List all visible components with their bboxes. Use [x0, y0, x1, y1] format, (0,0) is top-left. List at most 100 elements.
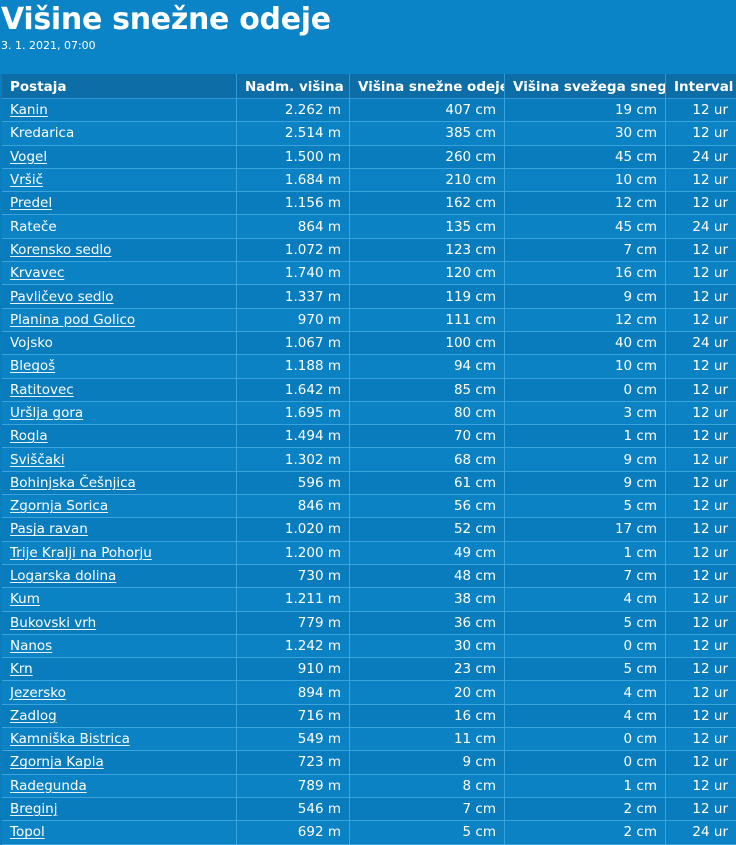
fresh-snow-cell: 3 cm	[505, 401, 666, 426]
station-link[interactable]: Rogla	[10, 428, 48, 445]
table-row: Zadlog 716 m 16 cm 4 cm 12 ur	[2, 704, 736, 729]
station-cell: Zgornja Sorica	[2, 495, 237, 519]
fresh-snow-cell: 0 cm	[505, 378, 666, 402]
table-row: Kredarica 2.514 m 385 cm 30 cm 12 ur	[2, 122, 736, 146]
snow-depth-cell: 70 cm	[350, 425, 505, 449]
altitude-cell: 1.337 m	[237, 285, 350, 309]
station-cell: Nanos	[2, 634, 237, 659]
station-link[interactable]: Nanos	[10, 637, 53, 654]
altitude-cell: 1.156 m	[237, 192, 350, 216]
table-row: Pasja ravan 1.020 m 52 cm 17 cm 12 ur	[2, 518, 736, 542]
table-header-row: Postaja Nadm. višina Višina snežne odeje…	[2, 74, 736, 99]
interval-cell: 12 ur	[666, 774, 736, 798]
station-link[interactable]: Topol	[10, 824, 45, 841]
altitude-cell: 910 m	[237, 658, 350, 682]
table-row: Kanin 2.262 m 407 cm 19 cm 12 ur	[2, 99, 736, 123]
station-link[interactable]: Pasja ravan	[10, 521, 88, 538]
station-link[interactable]: Krn	[10, 661, 33, 678]
station-link[interactable]: Uršlja gora	[10, 405, 84, 421]
snow-depth-cell: 61 cm	[350, 471, 505, 496]
fresh-snow-cell: 40 cm	[505, 331, 666, 356]
snow-depth-cell: 49 cm	[350, 541, 505, 565]
station-cell: Rogla	[2, 425, 237, 449]
station-link[interactable]: Zgornja Kapla	[10, 754, 104, 771]
snow-depth-cell: 80 cm	[350, 401, 505, 426]
station-name: Rateče	[10, 218, 57, 235]
station-cell: Krvavec	[2, 262, 237, 286]
altitude-cell: 1.500 m	[237, 145, 350, 169]
column-header-altitude: Nadm. višina	[237, 74, 350, 99]
station-cell: Pavličevo sedlo	[2, 285, 237, 309]
altitude-cell: 1.072 m	[237, 238, 350, 263]
snow-depth-cell: 20 cm	[350, 681, 505, 705]
station-link[interactable]: Bukovski vrh	[10, 614, 97, 631]
altitude-cell: 970 m	[237, 308, 350, 332]
station-link[interactable]: Pavličevo sedlo	[10, 288, 114, 305]
snow-depth-cell: 9 cm	[350, 751, 505, 775]
station-link[interactable]: Ratitovec	[10, 381, 74, 398]
altitude-cell: 546 m	[237, 797, 350, 822]
station-link[interactable]: Sviščaki	[10, 451, 65, 468]
page-header: Višine snežne odeje 3. 1. 2021, 07:00	[0, 0, 736, 74]
station-link[interactable]: Kamniška Bistrica	[10, 731, 130, 748]
table-row: Blegoš 1.188 m 94 cm 10 cm 12 ur	[2, 355, 736, 379]
fresh-snow-cell: 16 cm	[505, 262, 666, 286]
altitude-cell: 1.188 m	[237, 355, 350, 379]
station-cell: Korensko sedlo	[2, 238, 237, 263]
station-cell: Jezersko	[2, 681, 237, 705]
interval-cell: 12 ur	[666, 285, 736, 309]
snow-depth-cell: 210 cm	[350, 168, 505, 193]
station-link[interactable]: Jezersko	[10, 684, 66, 701]
station-link[interactable]: Blegoš	[10, 358, 56, 375]
interval-cell: 12 ur	[666, 448, 736, 472]
station-link[interactable]: Vogel	[10, 148, 48, 165]
station-link[interactable]: Korensko sedlo	[10, 241, 112, 258]
station-link[interactable]: Predel	[10, 195, 53, 212]
station-link[interactable]: Logarska dolina	[10, 568, 117, 585]
fresh-snow-cell: 5 cm	[505, 611, 666, 635]
station-link[interactable]: Kanin	[10, 102, 48, 119]
fresh-snow-cell: 45 cm	[505, 215, 666, 239]
station-cell: Blegoš	[2, 355, 237, 379]
station-link[interactable]: Kum	[10, 591, 40, 608]
altitude-cell: 549 m	[237, 728, 350, 752]
snow-depth-cell: 135 cm	[350, 215, 505, 239]
station-link[interactable]: Planina pod Golico	[10, 311, 136, 328]
interval-cell: 12 ur	[666, 751, 736, 775]
station-cell: Krn	[2, 658, 237, 682]
fresh-snow-cell: 9 cm	[505, 285, 666, 309]
station-link[interactable]: Zgornja Sorica	[10, 498, 109, 515]
table-row: Sviščaki 1.302 m 68 cm 9 cm 12 ur	[2, 448, 736, 472]
station-cell: Uršlja gora	[2, 401, 237, 426]
table-row: Kum 1.211 m 38 cm 4 cm 12 ur	[2, 588, 736, 612]
interval-cell: 12 ur	[666, 495, 736, 519]
column-header-snow-depth: Višina snežne odeje	[350, 74, 505, 99]
column-header-interval: Interval	[666, 74, 736, 99]
snow-depth-cell: 85 cm	[350, 378, 505, 402]
station-link[interactable]: Trije Kralji na Pohorju	[10, 544, 152, 561]
interval-cell: 12 ur	[666, 99, 736, 123]
station-cell: Vršič	[2, 168, 237, 193]
station-link[interactable]: Zadlog	[10, 707, 57, 724]
fresh-snow-cell: 30 cm	[505, 122, 666, 146]
snow-depth-cell: 23 cm	[350, 658, 505, 682]
station-cell: Breginj	[2, 797, 237, 822]
table-row: Bohinjska Češnjica 596 m 61 cm 9 cm 12 ur	[2, 471, 736, 496]
altitude-cell: 1.494 m	[237, 425, 350, 449]
interval-cell: 12 ur	[666, 634, 736, 659]
station-link[interactable]: Breginj	[10, 801, 58, 818]
station-link[interactable]: Radegunda	[10, 777, 87, 794]
station-cell: Bukovski vrh	[2, 611, 237, 635]
interval-cell: 24 ur	[666, 215, 736, 239]
fresh-snow-cell: 1 cm	[505, 774, 666, 798]
station-link[interactable]: Bohinjska Češnjica	[10, 474, 136, 491]
table-row: Krn 910 m 23 cm 5 cm 12 ur	[2, 658, 736, 682]
snow-depth-table: Postaja Nadm. višina Višina snežne odeje…	[2, 74, 736, 845]
table-row: Trije Kralji na Pohorju 1.200 m 49 cm 1 cm 1…	[2, 541, 736, 565]
interval-cell: 12 ur	[666, 588, 736, 612]
altitude-cell: 596 m	[237, 471, 350, 496]
table-row: Rateče 864 m 135 cm 45 cm 24 ur	[2, 215, 736, 239]
station-link[interactable]: Vršič	[10, 172, 43, 189]
station-link[interactable]: Krvavec	[10, 265, 65, 282]
